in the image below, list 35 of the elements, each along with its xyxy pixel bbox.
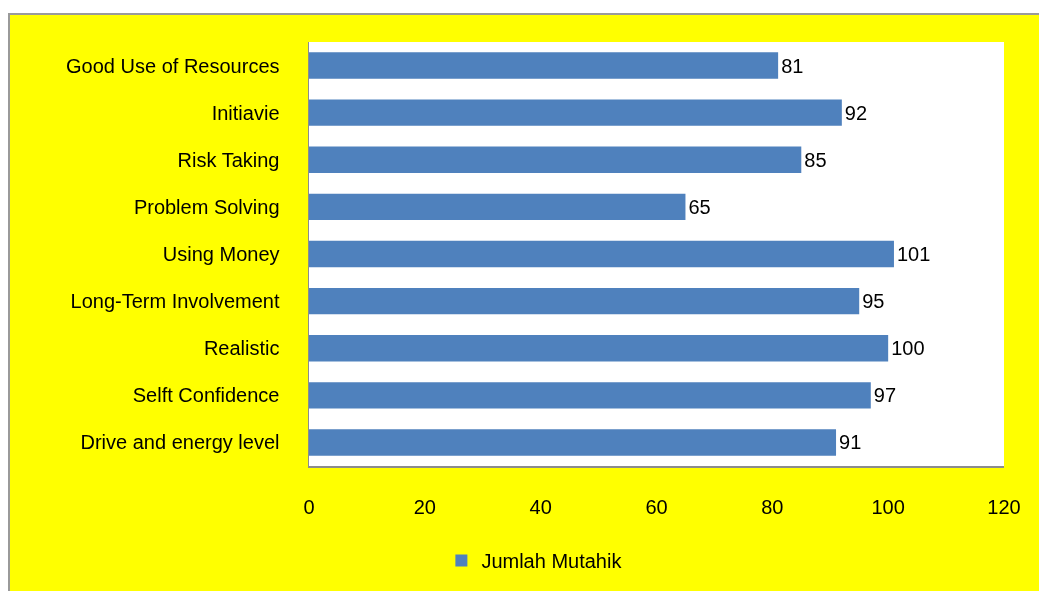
data-label: 97 — [873, 384, 897, 407]
bar — [309, 240, 894, 268]
data-label: 91 — [839, 431, 862, 454]
y-tick-label: Long-Term Involvement — [70, 290, 280, 313]
bar — [309, 429, 837, 456]
x-tick-label: 0 — [303, 495, 315, 518]
data-label: 100 — [891, 337, 925, 360]
y-tick-label: Good Use of Resources — [66, 54, 280, 77]
data-label: 95 — [862, 290, 885, 313]
x-tick-label: 100 — [871, 495, 905, 518]
x-tick-label: 20 — [413, 495, 436, 518]
data-label: 92 — [844, 101, 868, 124]
data-label: 101 — [896, 243, 931, 265]
y-tick-label: Problem Solving — [133, 195, 280, 218]
bar — [309, 193, 686, 221]
y-tick-label: Drive and energy level — [80, 431, 280, 454]
y-tick-label: Using Money — [162, 243, 280, 265]
bar — [309, 99, 842, 126]
bar — [309, 382, 871, 409]
x-tick-label: 60 — [645, 495, 668, 518]
bar — [309, 52, 779, 79]
x-tick-label: 40 — [529, 495, 552, 518]
y-tick-label: Initiavie — [211, 101, 280, 124]
bar — [309, 146, 802, 173]
x-tick-label: 120 — [987, 495, 1021, 518]
bar — [309, 287, 860, 315]
data-label: 81 — [781, 54, 804, 77]
y-tick-label: Selft Confidence — [132, 384, 280, 407]
bar — [309, 335, 889, 362]
data-label: 65 — [688, 195, 711, 218]
data-label: 85 — [804, 148, 827, 171]
legend-label: Jumlah Mutahik — [481, 550, 623, 573]
y-tick-label: Realistic — [203, 337, 280, 360]
x-tick-label: 80 — [761, 495, 784, 518]
y-tick-label: Risk Taking — [177, 148, 280, 171]
